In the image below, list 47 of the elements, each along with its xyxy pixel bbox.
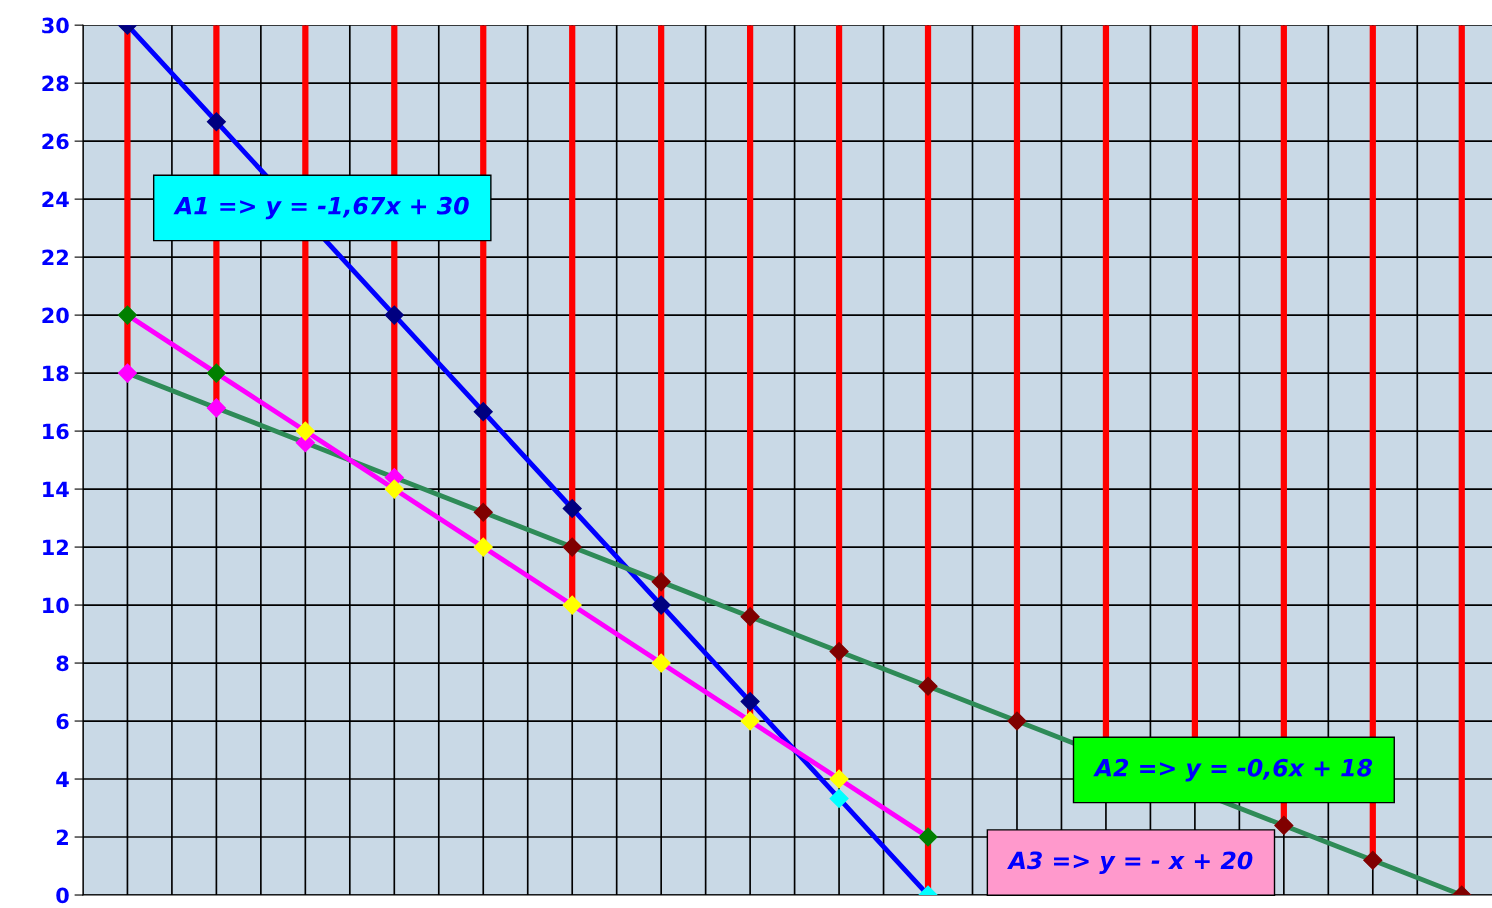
y-tick-label: 6 — [56, 713, 69, 730]
y-tick-label: 14 — [43, 481, 69, 497]
point — [562, 537, 582, 557]
point — [651, 572, 671, 592]
y-tick-label: 12 — [43, 539, 68, 555]
point — [206, 398, 226, 418]
point — [651, 595, 671, 615]
annotation: A2 => y = -0,6x + 18 — [1093, 758, 1373, 782]
point — [740, 692, 760, 712]
point — [829, 788, 849, 808]
point — [117, 305, 137, 325]
y-tick-label: 26 — [42, 133, 69, 150]
y-tick-label: 16 — [43, 423, 69, 440]
point — [829, 769, 849, 789]
point — [473, 502, 493, 522]
y-tick-label: 18 — [43, 365, 69, 382]
y-tick-label: 8 — [56, 655, 69, 672]
point — [918, 827, 938, 847]
y-tick-label: 4 — [56, 771, 69, 787]
point — [384, 479, 404, 499]
y-tick-label: 10 — [43, 597, 69, 614]
y-tick-label: 2 — [56, 829, 68, 845]
point — [651, 653, 671, 673]
annotation: A1 => y = -1,67x + 30 — [173, 196, 469, 220]
point — [829, 641, 849, 661]
y-tick-label: 0 — [56, 887, 69, 904]
point — [1007, 711, 1027, 731]
y-tick-label: 30 — [42, 17, 69, 34]
point — [562, 595, 582, 615]
point — [473, 537, 493, 557]
point — [206, 112, 226, 132]
point — [473, 402, 493, 422]
y-tick-label: 20 — [42, 307, 69, 324]
point — [384, 305, 404, 325]
y-tick-label: 24 — [42, 191, 69, 208]
point — [295, 421, 315, 441]
point — [206, 363, 226, 383]
point — [740, 711, 760, 731]
point — [740, 607, 760, 627]
point — [1274, 815, 1294, 835]
point — [918, 676, 938, 696]
y-tick-label: 28 — [42, 75, 69, 92]
point — [1363, 850, 1383, 870]
point — [562, 498, 582, 519]
point — [117, 363, 137, 383]
annotation: A3 => y = - x + 20 — [1007, 851, 1253, 875]
y-tick-label: 22 — [42, 249, 68, 266]
